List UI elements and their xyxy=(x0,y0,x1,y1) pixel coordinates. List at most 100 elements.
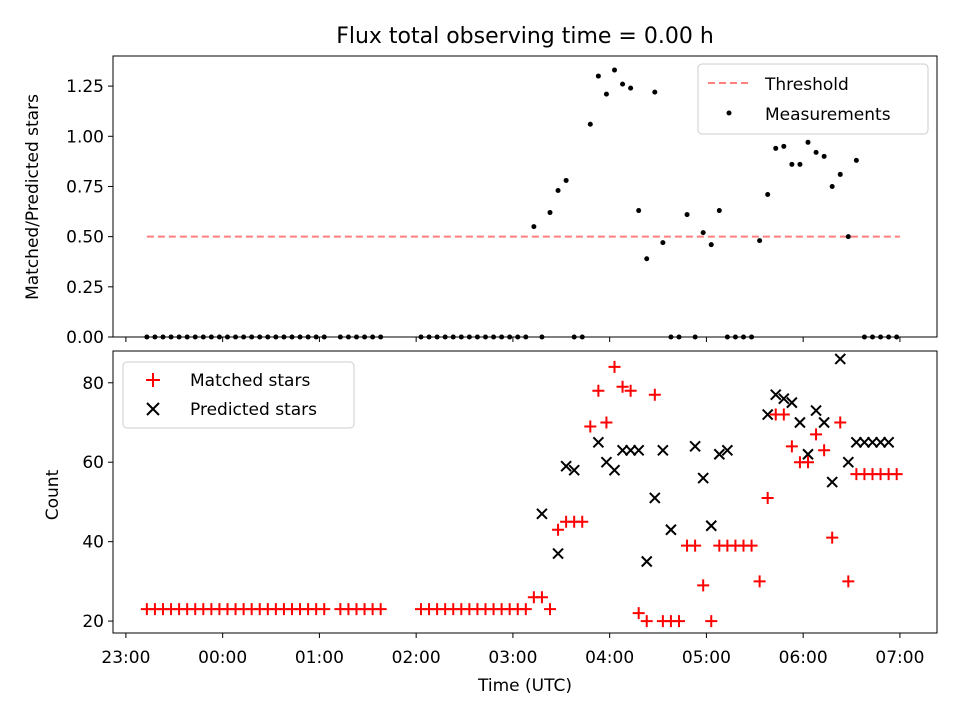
top-legend: Threshold Measurements xyxy=(697,63,929,135)
predicted-star-point xyxy=(705,520,717,532)
predicted-star-point xyxy=(632,444,645,457)
predicted-star-point xyxy=(794,416,806,429)
measurement-point xyxy=(781,143,787,149)
measurement-point xyxy=(628,85,634,91)
matched-star-point xyxy=(697,579,710,592)
measurement-point xyxy=(652,89,658,95)
predicted-star-point xyxy=(778,392,790,405)
bottom-y-axis-label: Count xyxy=(43,469,63,520)
matched-star-point xyxy=(672,615,685,628)
predicted-star-point xyxy=(608,464,621,476)
measurement-point xyxy=(636,208,642,214)
predicted-star-point xyxy=(665,524,677,536)
matched-star-point xyxy=(600,416,613,429)
legend-matched-swatch xyxy=(146,373,160,387)
predicted-star-point xyxy=(592,436,605,449)
matched-star-point xyxy=(535,591,548,604)
matched-star-point xyxy=(777,408,790,421)
matched-star-point xyxy=(624,384,637,397)
matched-star-point xyxy=(552,523,565,536)
x-axis-label: Time (UTC) xyxy=(477,676,572,696)
measurement-point xyxy=(805,139,811,145)
predicted-star-point xyxy=(689,440,701,453)
matched-star-point xyxy=(648,388,661,401)
matched-star-point xyxy=(640,615,653,628)
measurement-point xyxy=(716,208,722,214)
measurement-point xyxy=(531,224,537,230)
measurement-point xyxy=(611,67,617,73)
matched-star-point xyxy=(890,468,903,481)
x-tick-label: 01:00 xyxy=(295,648,344,668)
bottom-plot: 20 40 60 80 23:00 00:00 01:00 02:00 03:00 04:00 05… xyxy=(82,350,938,668)
measurement-point xyxy=(644,256,650,262)
matched-star-point xyxy=(608,360,621,373)
measurement-point xyxy=(563,177,569,183)
measurement-point xyxy=(595,73,601,79)
bottom-plot-frame xyxy=(112,350,938,634)
top-plot-frame xyxy=(112,55,938,338)
matched-star-point xyxy=(616,380,629,393)
x-tick-label: 23:00 xyxy=(101,648,150,668)
measurement-point xyxy=(700,230,706,236)
x-tick-label: 00:00 xyxy=(198,648,247,668)
matched-star-point xyxy=(834,416,847,429)
measurement-point xyxy=(765,191,771,197)
matched-star-point xyxy=(818,444,831,457)
bottom-y-tick-label: 80 xyxy=(82,374,104,394)
matched-star-point xyxy=(810,428,823,441)
matched-star-point xyxy=(842,575,855,588)
predicted-star-point xyxy=(568,464,580,476)
predicted-star-point xyxy=(552,547,564,560)
top-plot: 0.00 0.25 0.50 0.75 1.00 1.25 xyxy=(66,55,938,348)
matched-star-point xyxy=(753,575,766,588)
predicted-star-point xyxy=(842,456,855,468)
matched-star-point xyxy=(374,603,387,616)
x-tick-label: 06:00 xyxy=(779,648,828,668)
x-tick-label: 04:00 xyxy=(585,648,634,668)
top-y-axis-label: Matched/Predicted stars xyxy=(23,94,43,300)
predicted-star-point xyxy=(721,444,734,457)
matched-star-point xyxy=(543,603,556,616)
measurement-point xyxy=(853,157,859,163)
measurement-point xyxy=(620,81,626,87)
top-y-tick-label: 0.25 xyxy=(66,278,104,298)
legend-matched-label: Matched stars xyxy=(190,371,310,391)
x-tick-label: 03:00 xyxy=(488,648,537,668)
measurement-point xyxy=(797,161,803,167)
predicted-star-point xyxy=(641,555,653,568)
x-tick-label: 02:00 xyxy=(392,648,441,668)
bottom-y-tick-label: 60 xyxy=(82,453,104,473)
measurement-point xyxy=(837,171,843,177)
measurement-point xyxy=(708,242,714,248)
bottom-y-tick-label: 20 xyxy=(82,612,104,632)
predicted-star-point xyxy=(657,444,669,457)
predicted-star-point xyxy=(834,353,846,365)
matched-star-point xyxy=(318,603,331,616)
top-legend-box xyxy=(697,63,929,135)
top-y-tick-label: 1.00 xyxy=(66,127,104,147)
chart-title: Flux total observing time = 0.00 h xyxy=(336,24,714,49)
predicted-star-point xyxy=(802,448,814,460)
measurement-point xyxy=(547,210,553,216)
predicted-star-point xyxy=(649,492,661,504)
matched-star-point xyxy=(801,456,814,469)
measurement-point xyxy=(757,238,763,244)
legend-predicted-label: Predicted stars xyxy=(190,400,317,420)
matched-star-point xyxy=(632,607,645,620)
legend-measurements-swatch xyxy=(726,110,732,116)
bottom-y-tick-label: 40 xyxy=(82,533,104,553)
matched-star-point xyxy=(761,491,774,504)
predicted-star-point xyxy=(810,404,822,417)
matched-star-point xyxy=(745,539,758,552)
predicted-star-point xyxy=(761,408,774,421)
predicted-star-point xyxy=(786,396,798,409)
predicted-star-point xyxy=(882,436,895,449)
measurement-point xyxy=(813,149,819,155)
matched-star-point xyxy=(689,539,702,552)
measurement-point xyxy=(845,234,851,240)
top-y-tick-label: 1.25 xyxy=(66,77,104,97)
predicted-star-point xyxy=(770,388,782,401)
predicted-star-point xyxy=(713,448,726,460)
x-tick-label: 07:00 xyxy=(875,648,924,668)
matched-star-point xyxy=(705,615,718,628)
